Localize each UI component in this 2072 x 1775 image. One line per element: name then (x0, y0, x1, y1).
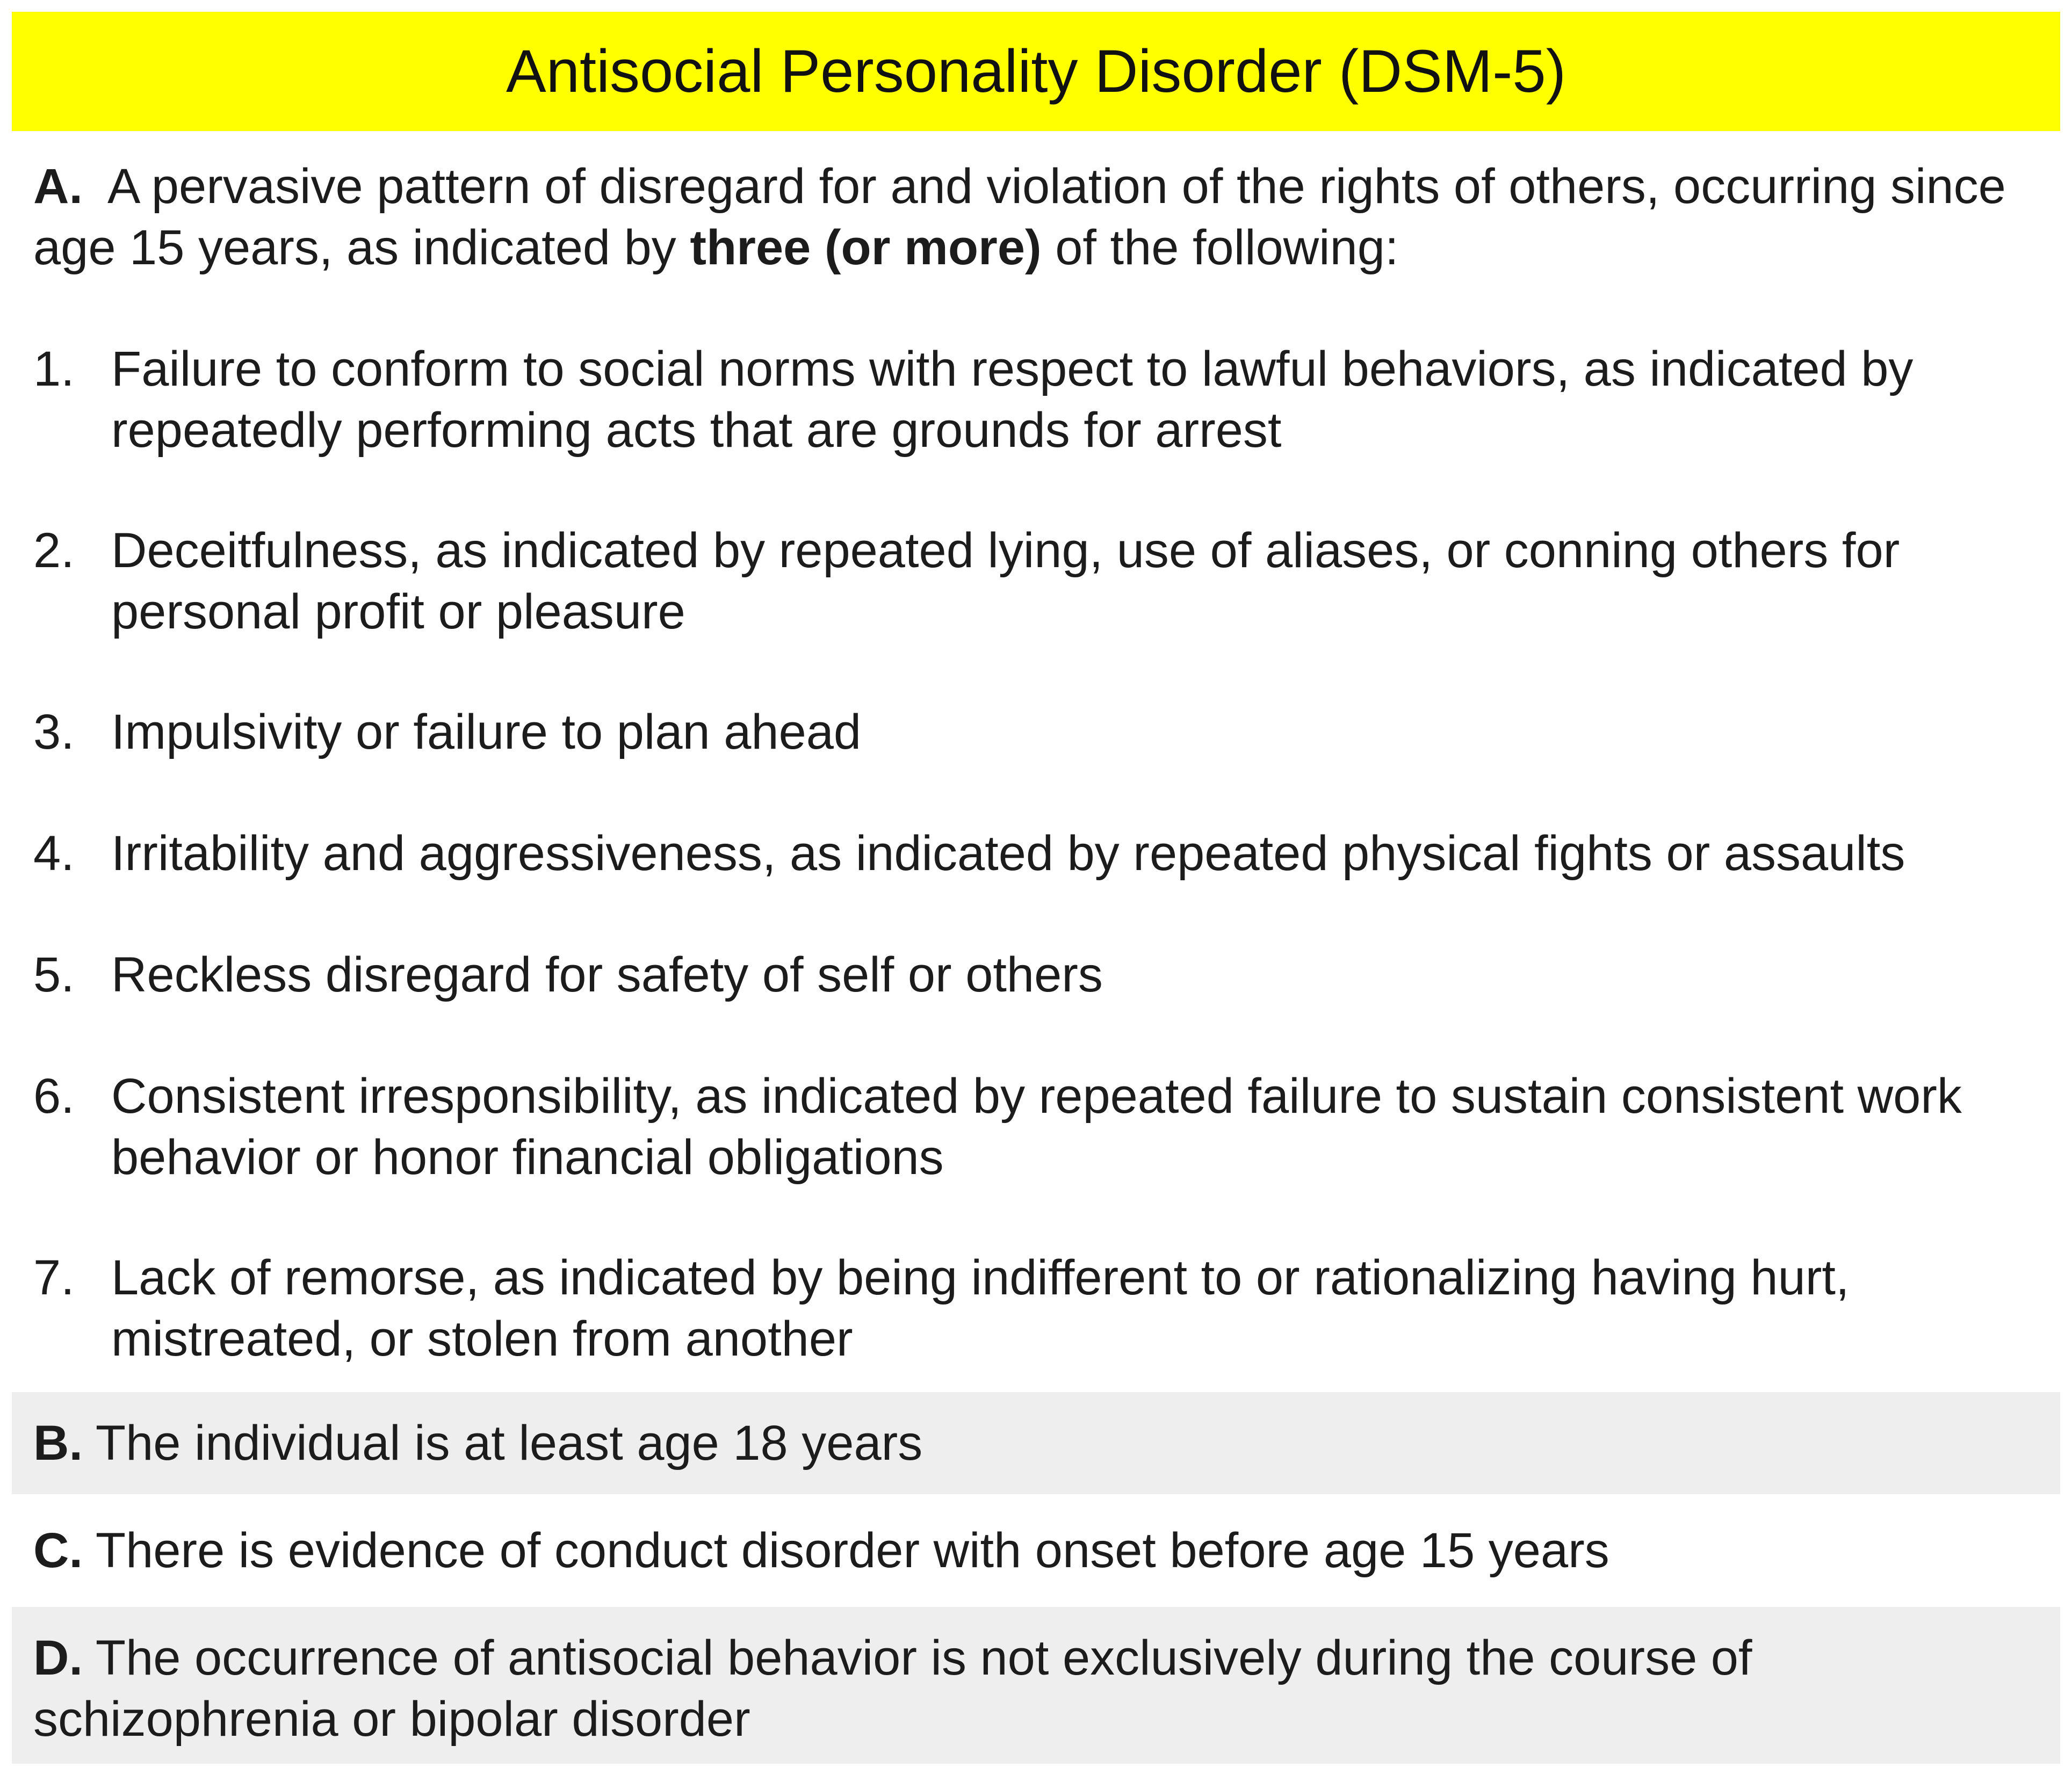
criteria-item-4: 4. Irritability and aggressiveness, as i… (12, 823, 2060, 884)
criteria-item-number: 2. (33, 523, 75, 578)
criteria-item-6: 6. Consistent irresponsibility, as indic… (12, 1066, 2060, 1188)
criterion-c: C. There is evidence of conduct disorder… (12, 1494, 2060, 1607)
criteria-item-1: 1. Failure to conform to social norms wi… (12, 338, 2060, 461)
page-title: Antisocial Personality Disorder (DSM-5) (506, 38, 1566, 105)
criteria-item-number: 5. (33, 947, 75, 1002)
criterion-b: B. The individual is at least age 18 yea… (12, 1392, 2060, 1494)
criteria-item-text: Lack of remorse, as indicated by being i… (111, 1250, 1850, 1366)
criteria-item-text: Impulsivity or failure to plan ahead (111, 705, 862, 759)
criterion-a: A. A pervasive pattern of disregard for … (12, 156, 2060, 278)
criteria-item-number: 7. (33, 1250, 75, 1305)
criterion-d-letter: D. (33, 1631, 83, 1685)
criterion-d-body: The occurrence of antisocial behavior is… (33, 1631, 1752, 1747)
criterion-b-text: B. The individual is at least age 18 yea… (33, 1412, 2028, 1474)
criteria-item-text: Irritability and aggressiveness, as indi… (111, 826, 1905, 881)
criterion-c-body: There is evidence of conduct disorder wi… (95, 1523, 1609, 1578)
criteria-item-number: 3. (33, 705, 75, 759)
criteria-item-number: 6. (33, 1069, 75, 1124)
criterion-c-text: C. There is evidence of conduct disorder… (33, 1520, 2028, 1581)
criterion-a-letter: A. (33, 159, 83, 214)
criteria-item-number: 4. (33, 826, 75, 881)
criterion-a-emphasis: three (or more) (690, 220, 1042, 275)
criterion-b-body: The individual is at least age 18 years (95, 1416, 923, 1470)
criteria-item-5: 5. Reckless disregard for safety of self… (12, 944, 2060, 1005)
criterion-a-text-after: of the following: (1055, 220, 1399, 275)
criterion-d-text: D. The occurrence of antisocial behavior… (33, 1627, 2028, 1750)
criterion-a-text: A. A pervasive pattern of disregard for … (33, 156, 2028, 278)
criteria-item-3: 3. Impulsivity or failure to plan ahead (12, 701, 2060, 763)
criteria-item-7: 7. Lack of remorse, as indicated by bein… (12, 1247, 2060, 1370)
criterion-c-letter: C. (33, 1523, 83, 1578)
title-banner: Antisocial Personality Disorder (DSM-5) (12, 12, 2060, 131)
criterion-a-text-before: A pervasive pattern of disregard for and… (33, 159, 2006, 275)
criteria-item-text: Failure to conform to social norms with … (111, 342, 1914, 458)
criteria-item-text: Deceitfulness, as indicated by repeated … (111, 523, 1900, 639)
criterion-d: D. The occurrence of antisocial behavior… (12, 1607, 2060, 1764)
criteria-item-text: Consistent irresponsibility, as indicate… (111, 1069, 1962, 1185)
criteria-item-number: 1. (33, 342, 75, 396)
criterion-b-letter: B. (33, 1416, 83, 1470)
criteria-item-2: 2. Deceitfulness, as indicated by repeat… (12, 520, 2060, 642)
criteria-item-text: Reckless disregard for safety of self or… (111, 947, 1103, 1002)
